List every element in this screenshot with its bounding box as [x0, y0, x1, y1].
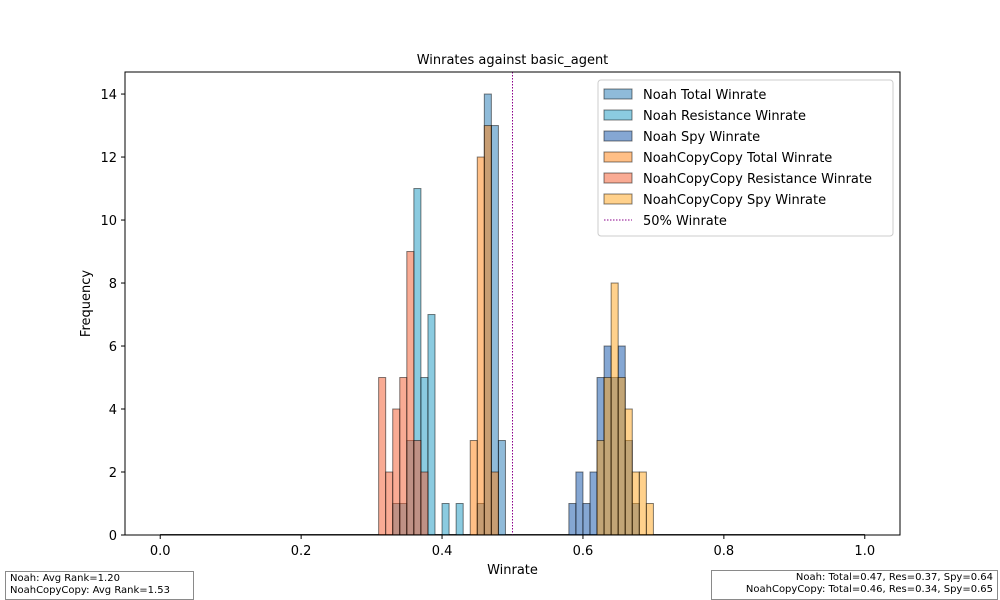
plot-frame — [124, 71, 901, 536]
legend-swatch-1 — [603, 109, 633, 121]
x-tick-label-2: 0.4 — [432, 544, 453, 559]
y-tick-label-6: 12 — [100, 151, 117, 166]
avg-rank-box: Noah: Avg Rank=1.20 NoahCopyCopy: Avg Ra… — [5, 571, 194, 600]
legend-label-3: NoahCopyCopy Total Winrate — [643, 151, 832, 166]
legend-swatch-2 — [603, 130, 633, 142]
legend-label-4: NoahCopyCopy Resistance Winrate — [643, 172, 872, 187]
legend — [597, 79, 894, 237]
y-tick-label-2: 4 — [109, 403, 117, 418]
legend-label-reference: 50% Winrate — [643, 214, 727, 229]
x-tick-label-0: 0.0 — [150, 544, 171, 559]
avg-rank-noahcopycopy: NoahCopyCopy: Avg Rank=1.53 — [10, 585, 170, 596]
x-tick-label-1: 0.2 — [291, 544, 312, 559]
winrate-summary-noah: Noah: Total=0.47, Res=0.37, Spy=0.64 — [795, 572, 993, 583]
bar-series-5-bin-7 — [645, 503, 654, 536]
legend-label-2: Noah Spy Winrate — [643, 130, 760, 145]
x-axis-label: Winrate — [487, 563, 538, 578]
bar-series-5-bin-4 — [624, 408, 633, 536]
bar-series-1-bin-5 — [427, 314, 436, 536]
bar-series-1-bin-7 — [455, 503, 464, 536]
bar-series-2-bin-2 — [582, 503, 591, 536]
legend-swatch-0 — [603, 88, 633, 100]
bar-series-5-bin-0 — [596, 440, 605, 536]
y-axis-label: Frequency — [79, 270, 94, 337]
x-tick-label-5: 1.0 — [854, 544, 875, 559]
winrate-summary-noahcopycopy: NoahCopyCopy: Total=0.46, Res=0.34, Spy=… — [745, 584, 993, 595]
bar-series-5-bin-6 — [638, 471, 647, 536]
winrate-summary-box: Noah: Total=0.47, Res=0.37, Spy=0.64 Noa… — [711, 570, 998, 600]
bar-series-2-bin-1 — [575, 471, 584, 536]
legend-swatch-3 — [603, 151, 633, 163]
bar-series-4-bin-1 — [385, 471, 394, 536]
bar-series-3-bin-3 — [490, 471, 499, 536]
bar-series-4-bin-5 — [413, 440, 422, 536]
bar-series-3-bin-0 — [469, 440, 478, 536]
legend-swatch-4 — [603, 172, 633, 184]
legend-label-1: Noah Resistance Winrate — [643, 109, 806, 124]
bar-series-1-bin-6 — [441, 503, 450, 536]
y-tick-label-0: 0 — [109, 529, 117, 544]
bar-series-4-bin-6 — [420, 471, 429, 536]
bar-series-4-bin-2 — [392, 408, 401, 536]
legend-swatch-5 — [603, 193, 633, 205]
y-tick-label-3: 6 — [109, 340, 117, 355]
y-tick-label-4: 8 — [109, 277, 117, 292]
x-tick-label-3: 0.6 — [573, 544, 594, 559]
y-tick-label-1: 2 — [109, 466, 117, 481]
bar-series-4-bin-3 — [399, 377, 408, 536]
bar-series-5-bin-2 — [610, 282, 619, 536]
bar-series-3-bin-1 — [476, 156, 485, 536]
avg-rank-noah: Noah: Avg Rank=1.20 — [10, 573, 120, 584]
bar-series-5-bin-1 — [603, 377, 612, 536]
bar-series-4-bin-0 — [378, 377, 387, 536]
y-tick-label-5: 10 — [100, 214, 117, 229]
chart-title: Winrates against basic_agent — [417, 53, 609, 68]
bar-series-0-bin-3 — [497, 440, 506, 536]
bar-series-2-bin-3 — [589, 471, 598, 536]
bar-series-5-bin-3 — [617, 377, 626, 536]
x-tick-label-4: 0.8 — [714, 544, 735, 559]
bar-series-2-bin-0 — [568, 503, 577, 536]
legend-label-0: Noah Total Winrate — [643, 88, 766, 103]
bar-series-5-bin-5 — [631, 471, 640, 536]
bar-series-3-bin-2 — [483, 125, 492, 536]
bar-series-4-bin-4 — [406, 251, 415, 536]
legend-label-5: NoahCopyCopy Spy Winrate — [643, 193, 826, 208]
y-tick-label-7: 14 — [100, 88, 117, 103]
